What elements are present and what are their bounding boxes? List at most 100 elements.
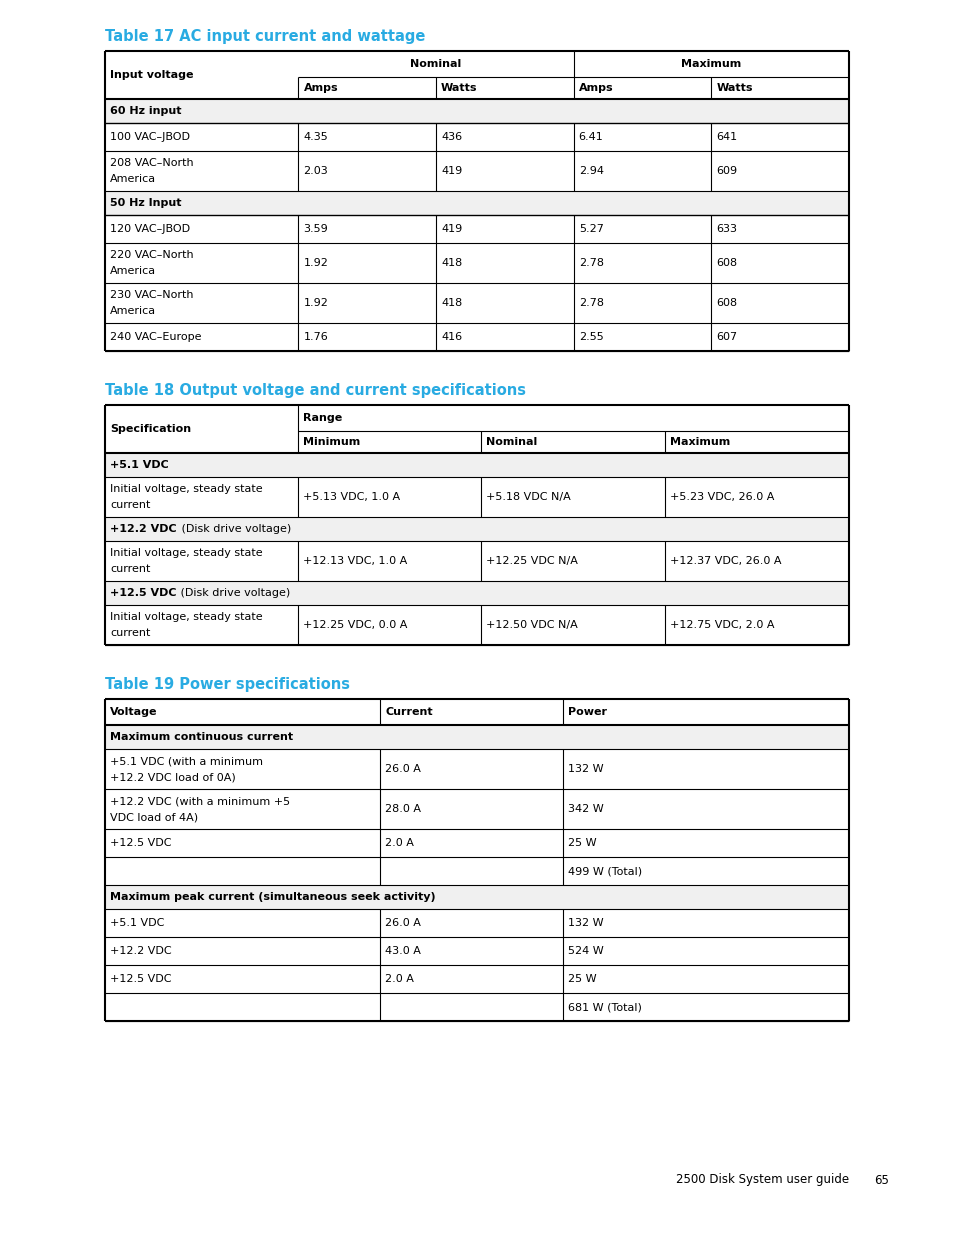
Text: 43.0 A: 43.0 A [385,946,420,956]
Text: 2.0 A: 2.0 A [385,839,414,848]
Text: 1.92: 1.92 [303,258,328,268]
Text: +12.25 VDC N/A: +12.25 VDC N/A [486,556,578,566]
Text: +12.2 VDC: +12.2 VDC [110,524,176,534]
Text: 3.59: 3.59 [303,224,328,233]
Text: Amps: Amps [578,83,613,93]
Bar [105,517,848,541]
Bar [105,453,848,477]
Text: +5.1 VDC (with a minimum: +5.1 VDC (with a minimum [110,756,263,766]
Text: 419: 419 [440,165,462,177]
Text: America: America [110,174,156,184]
Text: Initial voltage, steady state: Initial voltage, steady state [110,613,262,622]
Text: 418: 418 [440,258,462,268]
Text: Voltage: Voltage [110,706,157,718]
Text: +5.18 VDC N/A: +5.18 VDC N/A [486,492,571,501]
Text: Specification: Specification [110,424,191,433]
Text: 132 W: 132 W [568,918,603,927]
Text: Nominal: Nominal [410,59,461,69]
Text: 28.0 A: 28.0 A [385,804,421,814]
Text: Watts: Watts [716,83,752,93]
Text: 5.27: 5.27 [578,224,603,233]
Text: current: current [110,564,151,574]
Text: Maximum peak current (simultaneous seek activity): Maximum peak current (simultaneous seek … [110,892,436,902]
Text: 608: 608 [716,258,737,268]
Text: 419: 419 [440,224,462,233]
Text: VDC load of 4A): VDC load of 4A) [110,811,198,823]
Text: +12.2 VDC load of 0A): +12.2 VDC load of 0A) [110,772,235,782]
Text: 60 Hz input: 60 Hz input [110,106,181,116]
Text: +12.2 VDC (with a minimum +5: +12.2 VDC (with a minimum +5 [110,797,290,806]
Text: +12.50 VDC N/A: +12.50 VDC N/A [486,620,578,630]
Text: 524 W: 524 W [568,946,603,956]
Bar [105,191,848,215]
Text: America: America [110,306,156,316]
Text: Initial voltage, steady state: Initial voltage, steady state [110,484,262,494]
Text: 633: 633 [716,224,737,233]
Text: Table 18 Output voltage and current specifications: Table 18 Output voltage and current spec… [105,383,525,398]
Text: Maximum: Maximum [680,59,740,69]
Text: 1.76: 1.76 [303,332,328,342]
Text: 25 W: 25 W [568,974,597,984]
Text: 609: 609 [716,165,737,177]
Text: 342 W: 342 W [568,804,603,814]
Text: 240 VAC–Europe: 240 VAC–Europe [110,332,201,342]
Text: Power: Power [568,706,607,718]
Text: 608: 608 [716,298,737,308]
Text: +5.1 VDC: +5.1 VDC [110,918,164,927]
Text: Minimum: Minimum [303,437,360,447]
Bar [105,885,848,909]
Text: +12.2 VDC: +12.2 VDC [110,946,172,956]
Text: (Disk drive voltage): (Disk drive voltage) [177,588,291,598]
Text: Current: Current [385,706,433,718]
Text: 220 VAC–North: 220 VAC–North [110,249,193,261]
Text: +12.25 VDC, 0.0 A: +12.25 VDC, 0.0 A [303,620,407,630]
Text: +5.23 VDC, 26.0 A: +5.23 VDC, 26.0 A [670,492,774,501]
Text: 6.41: 6.41 [578,132,603,142]
Text: 2500 Disk System user guide: 2500 Disk System user guide [675,1173,848,1187]
Text: 607: 607 [716,332,737,342]
Text: 2.0 A: 2.0 A [385,974,414,984]
Text: 26.0 A: 26.0 A [385,764,420,774]
Text: 65: 65 [873,1173,888,1187]
Text: current: current [110,629,151,638]
Text: Amps: Amps [303,83,337,93]
Text: Initial voltage, steady state: Initial voltage, steady state [110,548,262,558]
Text: Watts: Watts [440,83,477,93]
Text: +5.1 VDC: +5.1 VDC [110,459,169,471]
Text: Input voltage: Input voltage [110,70,193,80]
Text: +5.13 VDC, 1.0 A: +5.13 VDC, 1.0 A [303,492,400,501]
Text: +12.5 VDC: +12.5 VDC [110,839,172,848]
Text: current: current [110,500,151,510]
Text: +12.37 VDC, 26.0 A: +12.37 VDC, 26.0 A [670,556,781,566]
Text: 132 W: 132 W [568,764,603,774]
Text: 26.0 A: 26.0 A [385,918,420,927]
Text: 436: 436 [440,132,461,142]
Text: 2.78: 2.78 [578,258,603,268]
Text: 100 VAC–JBOD: 100 VAC–JBOD [110,132,190,142]
Text: 120 VAC–JBOD: 120 VAC–JBOD [110,224,190,233]
Bar [105,99,848,124]
Text: 499 W (Total): 499 W (Total) [568,866,641,876]
Bar [105,580,848,605]
Text: +12.75 VDC, 2.0 A: +12.75 VDC, 2.0 A [670,620,774,630]
Text: 230 VAC–North: 230 VAC–North [110,290,193,300]
Text: +12.5 VDC: +12.5 VDC [110,974,172,984]
Text: 1.92: 1.92 [303,298,328,308]
Text: America: America [110,266,156,275]
Text: 25 W: 25 W [568,839,597,848]
Text: Table 19 Power specifications: Table 19 Power specifications [105,677,350,692]
Text: 641: 641 [716,132,737,142]
Text: 4.35: 4.35 [303,132,328,142]
Text: +12.13 VDC, 1.0 A: +12.13 VDC, 1.0 A [303,556,407,566]
Text: 681 W (Total): 681 W (Total) [568,1002,641,1011]
Bar [105,725,848,748]
Text: 208 VAC–North: 208 VAC–North [110,158,193,168]
Text: 2.55: 2.55 [578,332,603,342]
Text: Range: Range [303,412,342,424]
Text: Table 17 AC input current and wattage: Table 17 AC input current and wattage [105,28,425,43]
Text: (Disk drive voltage): (Disk drive voltage) [177,524,291,534]
Text: 50 Hz Input: 50 Hz Input [110,198,181,207]
Text: 418: 418 [440,298,462,308]
Text: 2.03: 2.03 [303,165,328,177]
Text: Nominal: Nominal [486,437,537,447]
